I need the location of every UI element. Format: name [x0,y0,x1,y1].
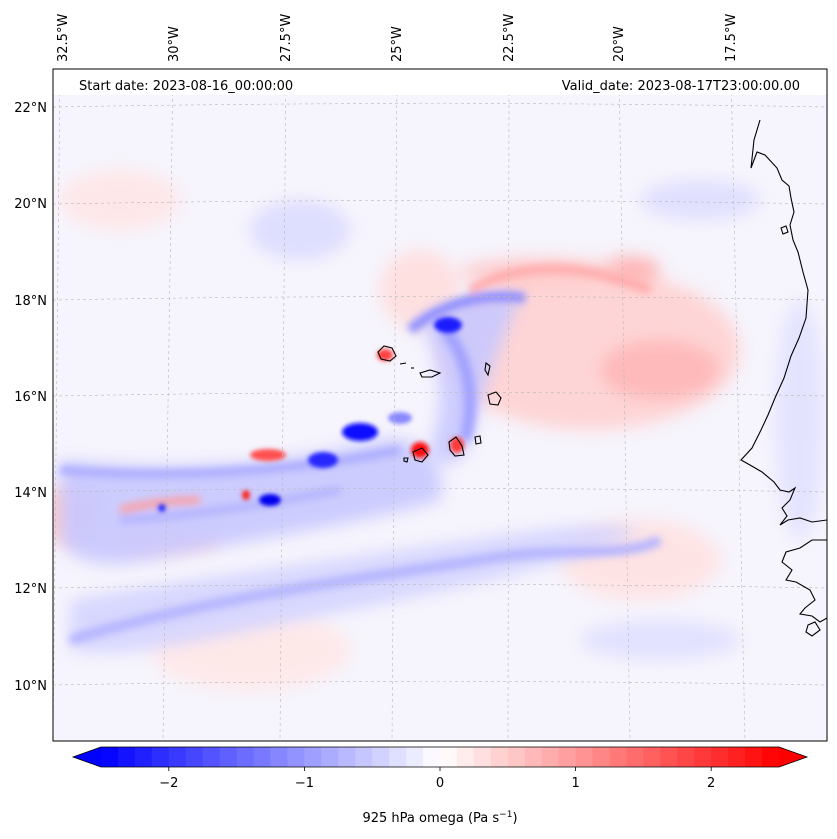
island-sao-nicolau [419,369,442,378]
header-strip [53,69,827,95]
colorbar-tick-label: 0 [436,776,444,791]
lat-label: 22°N [14,101,47,116]
colorbar-extend-max [779,747,807,767]
colorbar-segment [355,747,373,767]
colorbar-tick-label: 1 [571,776,579,791]
medium-omega-streaks [59,264,663,645]
colorbar-segment [660,747,678,767]
colorbar-segment [473,747,492,767]
colorbar-segment [626,747,644,767]
colorbar-segment [541,747,560,767]
colorbar-ticks: −2 −1 0 1 2 [159,767,715,791]
island-sao-vicente [399,362,407,365]
colorbar-segment [507,747,526,767]
colorbar-extend-min [73,747,101,767]
start-date-label: Start date: 2023-08-16_00:00:00 [79,79,293,94]
colorbar-tick-label: −2 [159,776,178,791]
colorbar-segment [389,747,407,767]
island-brava [403,457,409,463]
colorbar-segment [643,747,661,767]
colorbar-tick-label: −1 [295,776,314,791]
colorbar-segment [372,747,390,767]
colorbar-segment [456,747,475,767]
colorbar-segment [406,747,424,767]
lon-label: 22.5°W [502,14,517,62]
colorbar-segment [745,747,763,767]
colorbar-segment [609,747,628,767]
colorbar-segment [321,747,339,767]
lon-label: 27.5°W [279,14,294,62]
colorbar-segment [524,747,543,767]
colorbar-segment [185,747,204,767]
colorbar-segment [270,747,289,767]
lat-label: 16°N [14,390,47,405]
colorbar-segment [101,747,119,767]
lat-label: 12°N [14,582,47,597]
colorbar-segment [694,747,712,767]
island-santiago [448,436,465,457]
colorbar: −2 −1 0 1 2 925 hPa omega (Pa s−1) [71,746,809,826]
coastline [740,119,827,637]
colorbar-segment [490,747,509,767]
island-maio [474,435,482,445]
colorbar-tick-label: 2 [707,776,715,791]
colorbar-segment [423,747,441,767]
lat-label: 20°N [14,197,47,212]
island-santo-antao [377,345,397,362]
colorbar-segment [219,747,238,767]
lon-label: 30°W [167,26,182,62]
colorbar-segment [711,747,729,767]
colorbar-segment [440,747,458,767]
island-boa-vista [487,391,502,406]
colorbar-segment [762,747,780,767]
colorbar-outline [71,746,809,768]
colorbar-segment [202,747,221,767]
map-border [52,68,828,742]
lon-label: 25°W [390,26,405,62]
colorbar-segment [168,747,187,767]
valid-date-label: Valid_date: 2023-08-17T23:00:00.00 [562,79,800,94]
colorbar-segment [728,747,746,767]
gridlines [53,69,827,741]
lon-label: 20°W [612,26,627,62]
lat-label: 14°N [14,486,47,501]
colorbar-segment [677,747,695,767]
colorbar-segment [558,747,577,767]
strong-omega-cores [158,317,464,512]
lon-label: 32.5°W [56,14,71,62]
colorbar-segment [236,747,255,767]
colorbar-label: 925 hPa omega (Pa s−1) [362,810,517,826]
cape-verde-islands [377,345,502,463]
lat-label: 10°N [14,679,47,694]
colorbar-segment [592,747,611,767]
colorbar-segment [134,747,153,767]
longitude-labels: 32.5°W 30°W 27.5°W 25°W 22.5°W 20°W 17.5… [56,14,739,62]
island-sal [484,362,491,377]
island-fogo [412,447,429,463]
map-panel [53,69,827,741]
lat-label: 18°N [14,294,47,309]
colorbar-segment [117,747,136,767]
colorbar-segment [304,747,322,767]
colorbar-segment [338,747,356,767]
colorbar-segment [287,747,305,767]
lon-label: 17.5°W [724,14,739,62]
colorbar-segment [575,747,594,767]
colorbar-segments [101,747,780,767]
colorbar-segment [253,747,272,767]
colorbar-segment [151,747,170,767]
latitude-labels: 22°N 20°N 18°N 16°N 14°N 12°N 10°N [14,101,47,694]
